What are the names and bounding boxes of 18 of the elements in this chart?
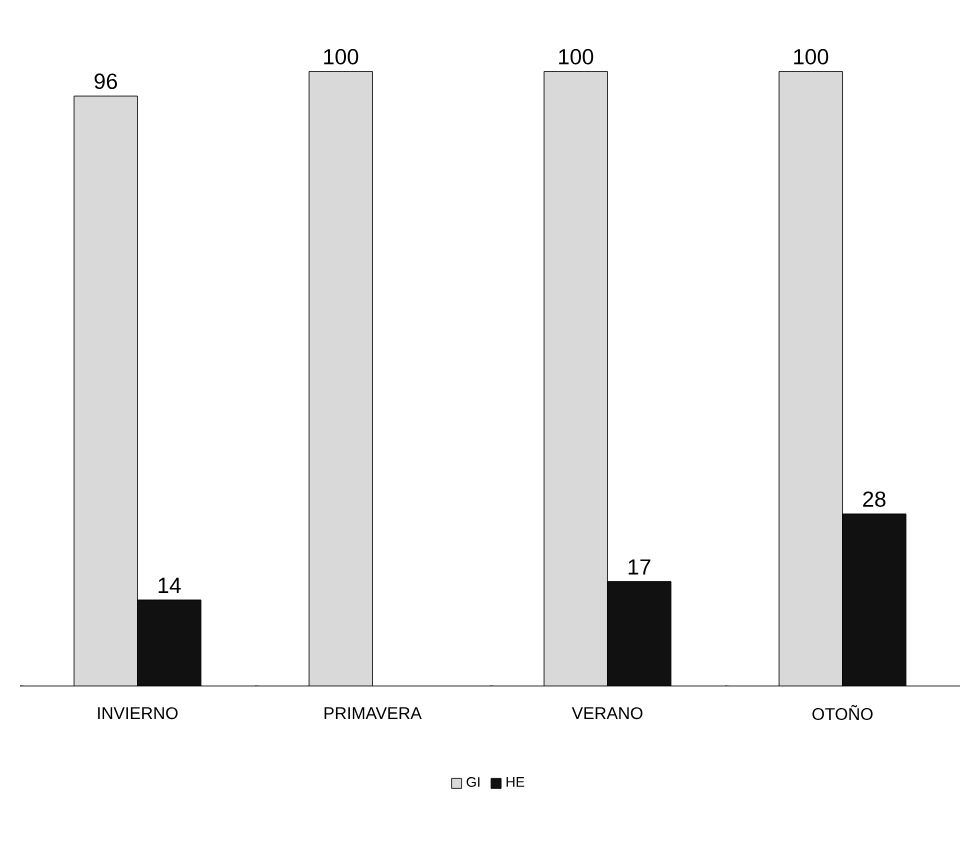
x-tick-label: VERANO — [571, 707, 643, 720]
data-label: 100 — [324, 48, 359, 65]
data-label: 100 — [559, 48, 594, 65]
data-label: 17 — [628, 559, 651, 575]
x-tick-label: PRIMAVERA — [324, 707, 422, 719]
data-label: 14 — [158, 577, 181, 593]
bar — [544, 71, 608, 686]
bar — [74, 96, 138, 686]
x-tick-label: OTOÑO — [812, 705, 873, 721]
bar — [778, 71, 843, 686]
data-label: 100 — [794, 48, 829, 65]
bar — [842, 513, 907, 686]
data-label: 96 — [94, 73, 117, 90]
bar — [309, 71, 373, 686]
x-tick-label: INVIERNO — [98, 707, 178, 720]
data-label: 28 — [863, 491, 886, 507]
bar — [137, 599, 201, 686]
bar — [607, 581, 671, 686]
